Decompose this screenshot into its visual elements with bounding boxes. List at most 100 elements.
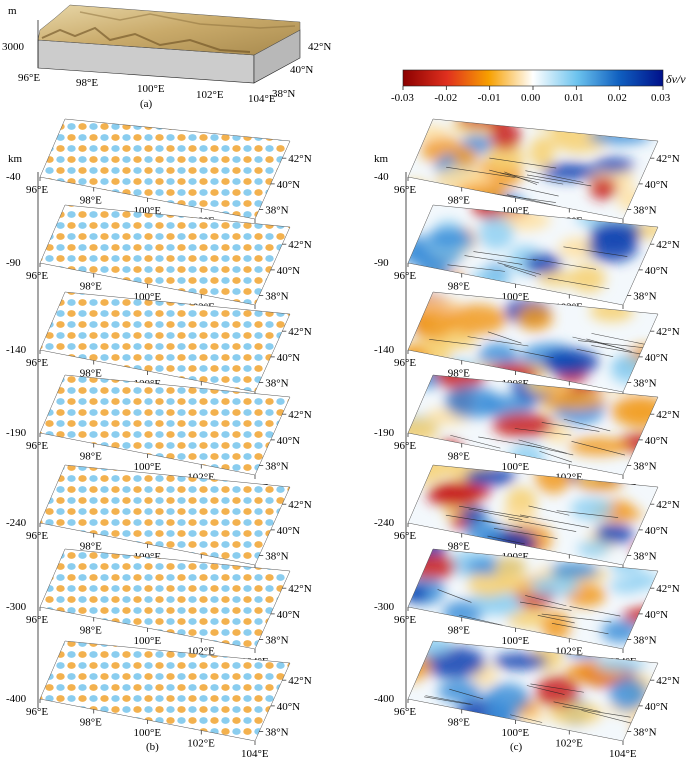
depth-label: -90 xyxy=(374,257,389,269)
lat-tick-label: 40°N xyxy=(645,701,668,713)
lon-tick-label: 98°E xyxy=(80,717,102,729)
colorbar-tick-label-4: 0.01 xyxy=(564,92,583,104)
lon-tick-label: 98°E xyxy=(448,281,470,293)
lon-tick-a-2: 100°E xyxy=(137,83,165,95)
checkerboard-pattern xyxy=(40,641,290,741)
lon-tick-label: 100°E xyxy=(134,461,162,473)
checkerboard-pattern xyxy=(40,205,290,305)
lat-tick-label: 40°N xyxy=(277,265,300,277)
lon-tick-label: 98°E xyxy=(448,625,470,637)
depth-label: -40 xyxy=(374,171,389,183)
panel-a: m 3000 96°E 98°E 100°E 102°E 104°E 42°N … xyxy=(2,4,331,110)
lat-tick-label: 38°N xyxy=(633,378,656,390)
lat-tick-a-2: 38°N xyxy=(272,88,295,100)
lon-tick-a-0: 96°E xyxy=(18,72,40,84)
lon-tick-a-3: 102°E xyxy=(196,89,224,101)
z-unit-c: km xyxy=(374,153,389,165)
depth-label: -240 xyxy=(6,517,27,529)
panel_c-slab-6: 96°E 98°E 100°E 102°E 104°E 42°N 40°N 38°N -400 xyxy=(374,640,680,760)
topography-ridges xyxy=(41,26,251,53)
checkerboard-pattern xyxy=(40,465,290,565)
lat-tick-label: 40°N xyxy=(277,609,300,621)
fault-lines xyxy=(435,589,621,635)
lat-tick-label: 40°N xyxy=(277,179,300,191)
lon-tick-label: 98°E xyxy=(80,451,102,463)
topography-surface xyxy=(37,4,301,56)
colorbar-tick-label-5: 0.02 xyxy=(608,92,627,104)
lon-tick-label: 98°E xyxy=(448,451,470,463)
z-unit-b: km xyxy=(8,153,23,165)
colorbar-tick-label-3: 0.00 xyxy=(521,92,541,104)
lon-tick-label: 98°E xyxy=(448,195,470,207)
lon-tick-label: 96°E xyxy=(394,357,416,369)
lon-tick-label: 98°E xyxy=(448,541,470,553)
colorbar-tick-label-0: -0.03 xyxy=(391,92,414,104)
depth-label: -300 xyxy=(374,601,395,613)
lat-tick-label: 40°N xyxy=(645,179,668,191)
lon-tick-label: 100°E xyxy=(502,727,530,739)
depth-label: -140 xyxy=(374,344,395,356)
lon-tick-label: 98°E xyxy=(80,625,102,637)
lat-tick-label: 40°N xyxy=(277,435,300,447)
lon-tick-label: 96°E xyxy=(26,270,48,282)
lon-tick-label: 96°E xyxy=(26,530,48,542)
lon-tick-a-1: 98°E xyxy=(76,77,98,89)
lat-tick-label: 42°N xyxy=(288,153,311,165)
lat-tick-label: 38°N xyxy=(265,205,288,217)
fault-lines xyxy=(446,157,592,208)
lon-tick-label: 100°E xyxy=(134,635,162,647)
panel_b-slab-6: 96°E 98°E 100°E 102°E 104°E 42°N 40°N 38°N -400 xyxy=(6,640,312,760)
lat-tick-label: 40°N xyxy=(645,435,668,447)
lat-tick-label: 38°N xyxy=(265,461,288,473)
lat-tick-label: 40°N xyxy=(277,701,300,713)
lat-tick-label: 38°N xyxy=(633,205,656,217)
lon-tick-label: 104°E xyxy=(241,748,269,760)
fault-lines xyxy=(450,418,626,463)
colorbar-tick-label-2: -0.01 xyxy=(478,92,501,104)
lat-tick-label: 40°N xyxy=(645,525,668,537)
depth-label: -190 xyxy=(374,427,395,439)
lat-tick-label: 42°N xyxy=(288,326,311,338)
lon-tick-label: 98°E xyxy=(80,368,102,380)
lat-tick-label: 42°N xyxy=(656,499,679,511)
lon-tick-label: 96°E xyxy=(394,614,416,626)
depth-label: -140 xyxy=(6,344,27,356)
checkerboard-pattern xyxy=(40,292,290,392)
panel-c: km (c) 96°E 98°E 100°E 102°E 104°E 42°N 40°N 38… xyxy=(374,118,680,760)
lon-tick-label: 98°E xyxy=(80,195,102,207)
lon-tick-label: 98°E xyxy=(80,281,102,293)
lon-tick-label: 96°E xyxy=(394,184,416,196)
lon-tick-label: 100°E xyxy=(134,727,162,739)
topography-ridges-2 xyxy=(79,11,296,29)
lat-tick-label: 40°N xyxy=(645,265,668,277)
lat-tick-label: 40°N xyxy=(645,352,668,364)
lat-tick-label: 42°N xyxy=(656,675,679,687)
depth-label: -300 xyxy=(6,601,27,613)
lon-tick-label: 96°E xyxy=(394,530,416,542)
lat-tick-label: 42°N xyxy=(656,326,679,338)
depth-label: -190 xyxy=(6,427,27,439)
lon-tick-label: 96°E xyxy=(26,614,48,626)
lon-tick-label: 98°E xyxy=(448,717,470,729)
colorbar-gradient xyxy=(402,69,664,87)
lon-tick-label: 102°E xyxy=(187,738,215,750)
lon-tick-label: 100°E xyxy=(502,461,530,473)
lon-tick-label: 100°E xyxy=(502,635,530,647)
colorbar: δv/v -0.03 -0.02 -0.01 0.00 0.01 0.02 0.03 xyxy=(391,69,686,104)
lon-tick-label: 96°E xyxy=(394,270,416,282)
lon-tick-label: 98°E xyxy=(80,541,102,553)
lat-tick-label: 42°N xyxy=(656,153,679,165)
lon-tick-label: 102°E xyxy=(555,738,583,750)
depth-label: -90 xyxy=(6,257,21,269)
lon-tick-label: 96°E xyxy=(26,357,48,369)
lon-tick-label: 96°E xyxy=(394,440,416,452)
panel-label-a: (a) xyxy=(140,98,153,110)
lat-tick-label: 42°N xyxy=(288,499,311,511)
lon-tick-label: 96°E xyxy=(394,706,416,718)
colorbar-tick-label-1: -0.02 xyxy=(434,92,457,104)
lat-tick-label: 42°N xyxy=(288,583,311,595)
lat-tick-label: 42°N xyxy=(656,409,679,421)
lat-tick-label: 38°N xyxy=(265,635,288,647)
